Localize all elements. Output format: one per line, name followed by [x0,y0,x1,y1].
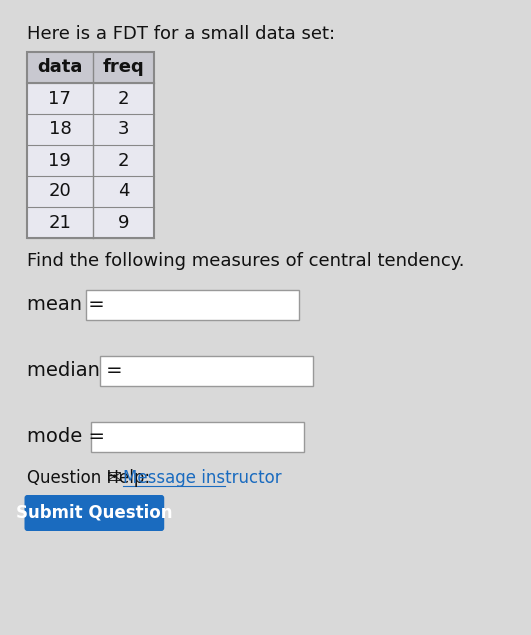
Text: 20: 20 [48,182,71,201]
Text: data: data [37,58,82,76]
FancyBboxPatch shape [86,290,299,320]
Text: freq: freq [102,58,144,76]
FancyBboxPatch shape [100,356,313,386]
Text: 3: 3 [118,121,129,138]
Text: 2: 2 [118,90,129,107]
FancyBboxPatch shape [27,83,154,114]
Text: Submit Question: Submit Question [16,504,173,522]
Text: Question Help:: Question Help: [27,469,150,487]
Bar [27,52,154,238]
FancyBboxPatch shape [24,495,164,531]
Text: mean =: mean = [27,295,105,314]
FancyBboxPatch shape [27,52,154,83]
Text: mode =: mode = [27,427,105,446]
Text: 2: 2 [118,152,129,170]
Text: 21: 21 [48,213,71,232]
FancyBboxPatch shape [27,207,154,238]
FancyBboxPatch shape [27,114,154,145]
Text: 4: 4 [118,182,129,201]
FancyBboxPatch shape [27,145,154,176]
FancyBboxPatch shape [91,422,304,452]
Text: Find the following measures of central tendency.: Find the following measures of central t… [27,252,465,270]
Text: median =: median = [27,361,123,380]
Text: Message instructor: Message instructor [123,469,282,487]
FancyBboxPatch shape [27,176,154,207]
Text: 9: 9 [118,213,129,232]
Text: 17: 17 [48,90,71,107]
Text: 19: 19 [48,152,71,170]
Text: ✉: ✉ [107,469,122,487]
Text: Here is a FDT for a small data set:: Here is a FDT for a small data set: [27,25,336,43]
Text: 18: 18 [48,121,71,138]
